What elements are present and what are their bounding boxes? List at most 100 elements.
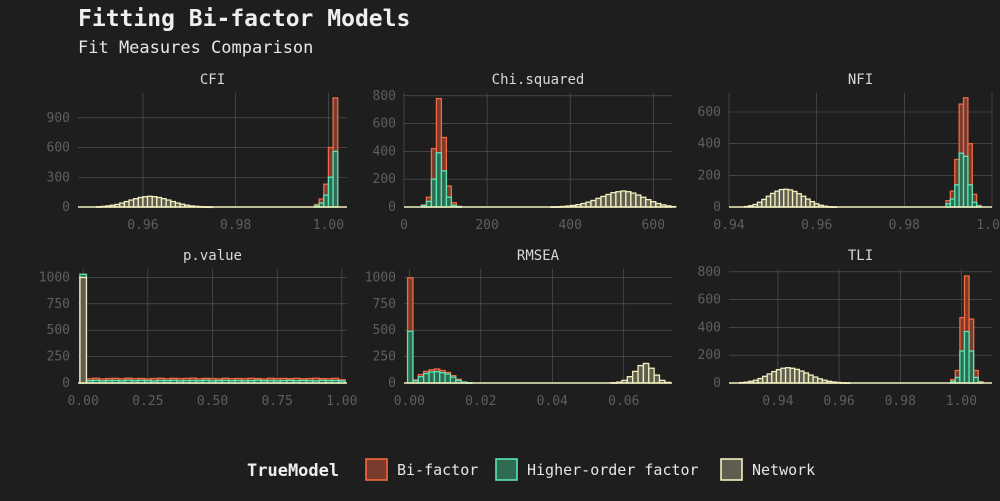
bar-network xyxy=(156,196,163,208)
bar-network xyxy=(794,368,800,384)
panels: CFI 0 300 600 900 0.96 0.98 1.00 Chi.squared 0 200… xyxy=(39,72,1000,409)
bar-network xyxy=(626,376,634,384)
x-tick-label: 0.94 xyxy=(713,218,744,233)
y-tick-label: 900 xyxy=(47,111,70,126)
y-tick-label: 0 xyxy=(62,376,70,391)
panel-chi-squared: Chi.squared 0 200 400 600 800 0 200 400 600 xyxy=(373,72,677,233)
x-tick-label: 200 xyxy=(475,218,498,233)
y-tick-label: 250 xyxy=(47,350,70,365)
bar-higher xyxy=(332,150,339,208)
y-tick-label: 0 xyxy=(388,376,396,391)
bar-network xyxy=(648,367,655,384)
y-tick-label: 250 xyxy=(373,350,396,365)
panel-title: p.value xyxy=(183,248,242,264)
bar-higher xyxy=(417,376,425,384)
bar-higher xyxy=(967,184,973,208)
y-tick-label: 800 xyxy=(698,265,721,280)
x-tick-label: 0.96 xyxy=(823,394,854,409)
bar-network xyxy=(160,198,167,208)
bar-network xyxy=(775,369,782,384)
legend-swatch-higher-order xyxy=(495,458,518,481)
panel-rmsea: RMSEA 0 250 500 750 1000 0.00 0.02 0.04 0.06 xyxy=(365,248,672,409)
panel-title: RMSEA xyxy=(517,248,560,264)
bar-network xyxy=(137,196,144,208)
y-tick-label: 0 xyxy=(713,376,721,391)
bar-network xyxy=(774,190,781,208)
x-tick-label: 0 xyxy=(400,218,408,233)
legend-label-higher-order: Higher-order factor xyxy=(527,461,699,479)
bar-network xyxy=(784,367,791,384)
bar-network xyxy=(620,190,627,208)
y-tick-label: 0 xyxy=(713,200,721,215)
bar-higher xyxy=(323,194,330,208)
bar-network xyxy=(165,199,172,208)
y-tick-label: 500 xyxy=(47,323,70,338)
x-tick-label: 0.98 xyxy=(885,394,916,409)
x-tick-label: 0.96 xyxy=(127,218,158,233)
bar-network xyxy=(765,195,772,208)
panel-title: Chi.squared xyxy=(492,72,585,88)
bar-higher xyxy=(962,155,969,208)
x-tick-label: 1.00 xyxy=(976,218,1000,233)
bar-network xyxy=(128,199,135,208)
bar-network xyxy=(796,193,802,208)
bar-network xyxy=(625,191,632,208)
bar-higher xyxy=(963,330,970,384)
y-tick-label: 800 xyxy=(373,89,396,104)
y-tick-label: 750 xyxy=(373,297,396,312)
y-tick-label: 750 xyxy=(47,297,70,312)
y-tick-label: 500 xyxy=(373,323,396,338)
y-tick-label: 400 xyxy=(373,144,396,159)
bar-higher xyxy=(425,200,433,208)
x-tick-label: 0.00 xyxy=(394,394,425,409)
bar-network xyxy=(600,195,607,208)
bar-network xyxy=(133,198,139,208)
panel-p-value: p.value 0 250 500 750 1000 0.00 0.25 0.50 0.75 1.0… xyxy=(39,248,358,409)
bar-network xyxy=(146,195,153,208)
panel-title: CFI xyxy=(200,72,225,88)
bar-network xyxy=(595,197,602,208)
bar-network xyxy=(761,375,768,384)
bar-higher xyxy=(959,350,966,384)
bar-network xyxy=(780,367,787,384)
bar-higher xyxy=(958,152,965,208)
bar-network xyxy=(807,374,814,384)
panel-title: NFI xyxy=(848,72,873,88)
y-tick-label: 200 xyxy=(698,348,721,363)
x-tick-label: 1.00 xyxy=(313,218,344,233)
bar-network xyxy=(640,196,647,208)
bar-network xyxy=(610,192,617,208)
y-tick-label: 200 xyxy=(698,168,721,183)
y-tick-label: 0 xyxy=(62,200,70,215)
bar-higher xyxy=(445,196,453,208)
x-tick-label: 0.25 xyxy=(132,394,163,409)
bar-network xyxy=(635,194,642,208)
bar-network xyxy=(778,188,785,208)
legend-label-bifactor: Bi-factor xyxy=(397,461,478,479)
x-tick-label: 0.50 xyxy=(197,394,228,409)
chart-subtitle: Fit Measures Comparison xyxy=(78,38,313,58)
x-tick-label: 0.02 xyxy=(465,394,496,409)
bar-network xyxy=(615,191,622,208)
bar-network xyxy=(805,198,811,208)
bar-higher xyxy=(973,376,979,384)
bar-higher xyxy=(954,376,961,384)
bar-network xyxy=(783,188,789,208)
bar-network xyxy=(632,370,639,384)
y-tick-label: 400 xyxy=(698,137,721,152)
y-tick-label: 600 xyxy=(373,117,396,132)
legend: TrueModel Bi-factor Higher-order factor … xyxy=(247,458,815,481)
y-tick-label: 200 xyxy=(373,172,396,187)
bar-higher xyxy=(433,370,441,384)
bar-higher xyxy=(428,371,436,384)
bar-higher xyxy=(439,372,446,384)
panel-title: TLI xyxy=(848,248,873,264)
bar-higher xyxy=(949,198,956,208)
bar-higher xyxy=(327,176,334,208)
x-tick-label: 0.75 xyxy=(262,394,293,409)
bar-network xyxy=(79,276,88,384)
bar-network xyxy=(123,200,130,208)
legend-swatch-network xyxy=(720,458,743,481)
y-tick-label: 1000 xyxy=(365,270,396,285)
